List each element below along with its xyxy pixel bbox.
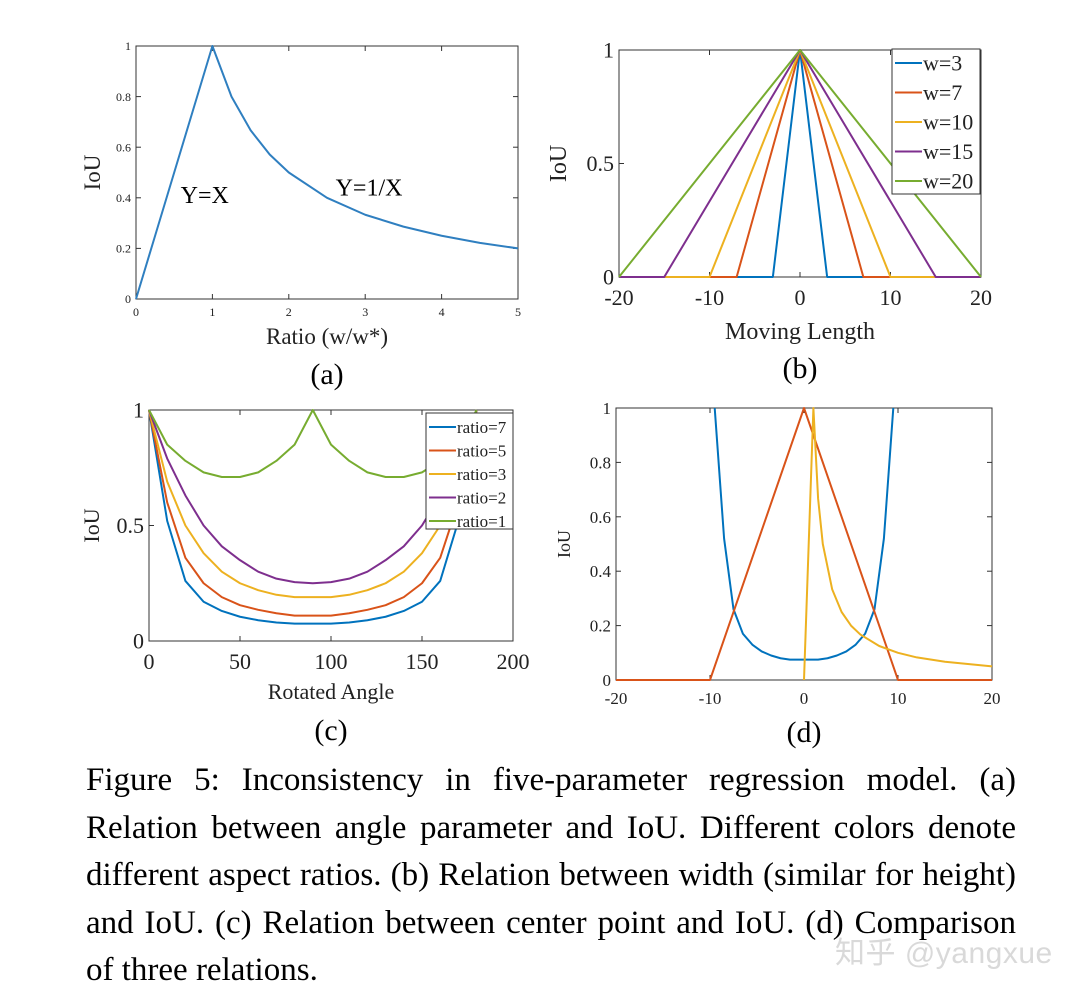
x-tick-label-a: 2: [286, 305, 292, 319]
x-tick-label-c: 150: [406, 649, 439, 674]
x-axis-label-c: Rotated Angle: [268, 679, 394, 704]
series-line-c-ratio-7: [148, 409, 478, 625]
y-tick-label-a: 0: [125, 292, 131, 306]
x-axis-label-b: Moving Length: [725, 319, 875, 345]
annotation-a: Y=1/X: [336, 175, 403, 201]
subfigure-label-b: (b): [783, 352, 818, 385]
y-tick-label-b: 0: [603, 265, 614, 290]
x-tick-label-c: 50: [229, 649, 251, 674]
x-tick-label-c: 200: [497, 649, 530, 674]
subfigure-label-a: (a): [310, 358, 343, 391]
chart-a: 0 1 2 3 4 5 0 0.2 0.4 0.6 0.8 1 Y=X Y=1/X Ratio (w/w*)…: [80, 39, 521, 391]
y-tick-label-a: 0.8: [116, 90, 131, 104]
subfigure-label-d: (d): [787, 716, 822, 749]
x-tick-label-b: 10: [880, 285, 902, 310]
y-tick-label-d: 0: [603, 671, 612, 690]
y-tick-label-c: 0.5: [117, 513, 145, 538]
watermark: 知乎 @yangxue: [835, 937, 1053, 970]
series-line-c-ratio-5: [148, 409, 478, 617]
subfigure-label-c: (c): [314, 714, 347, 747]
x-tick-label-b: -10: [695, 285, 724, 310]
y-axis-label-c: IoU: [79, 508, 104, 542]
series-line-c-ratio-1: [148, 409, 478, 478]
plot-frame-a: [135, 45, 519, 300]
legend-c: ratio=7 ratio=5 ratio=3 ratio=2 ratio=1: [425, 412, 514, 531]
y-tick-label-a: 0.2: [116, 242, 131, 256]
x-tick-label-a: 4: [439, 305, 445, 319]
x-tick-label-a: 1: [209, 305, 215, 319]
series-line-c-ratio-3: [148, 409, 478, 599]
legend-box-c: [425, 412, 514, 530]
y-axis-label-a: IoU: [80, 154, 105, 190]
legend-entry-b: w=7: [923, 80, 962, 105]
series-line-a-iou: [135, 45, 519, 300]
y-axis-label-b: IoU: [546, 145, 572, 182]
x-tick-label-d: 10: [890, 689, 907, 708]
chart-d: -20 -10 0 10 20 0 0.2 0.4 0.6 0.8 1 IoU (d): [554, 399, 1001, 749]
x-tick-label-b: -20: [604, 285, 633, 310]
legend-entry-c: ratio=1: [457, 512, 506, 531]
legend-entry-c: ratio=7: [457, 418, 507, 437]
y-tick-label-d: 0.2: [590, 617, 611, 636]
legend-entry-b: w=20: [923, 169, 973, 194]
legend-entry-c: ratio=2: [457, 488, 506, 507]
y-tick-label-c: 0: [133, 629, 144, 654]
legend-b: w=3 w=7 w=10 w=15 w=20: [891, 48, 981, 195]
y-tick-label-d: 0.4: [590, 562, 612, 581]
y-tick-label-b: 1: [603, 38, 614, 63]
series-line-d-center-point: [616, 407, 992, 681]
x-tick-label-c: 0: [144, 649, 155, 674]
legend-entry-b: w=3: [923, 51, 962, 76]
legend-entry-c: ratio=3: [457, 465, 506, 484]
x-tick-label-a: 3: [362, 305, 368, 319]
series-line-d-width: [803, 407, 993, 681]
x-tick-label-d: -10: [699, 689, 722, 708]
x-tick-label-b: 20: [970, 285, 992, 310]
figure-caption: Figure 5: Inconsistency in five-paramete…: [86, 762, 1016, 988]
x-tick-label-c: 100: [315, 649, 348, 674]
x-tick-label-a: 0: [133, 305, 139, 319]
y-tick-label-c: 1: [133, 398, 144, 423]
chart-c: 0 50 100 150 200 0 0.5 1 Rotated Angle IoU (c) rati…: [79, 398, 530, 747]
legend-entry-b: w=10: [923, 110, 973, 135]
y-tick-label-a: 1: [125, 39, 131, 53]
y-tick-label-d: 0.6: [590, 508, 611, 527]
y-tick-label-d: 0.8: [590, 453, 611, 472]
x-tick-label-d: -20: [605, 689, 628, 708]
legend-entry-c: ratio=5: [457, 441, 506, 460]
y-tick-label-d: 1: [603, 399, 612, 418]
x-tick-label-a: 5: [515, 305, 521, 319]
x-tick-label-d: 0: [800, 689, 809, 708]
legend-entry-b: w=15: [923, 139, 973, 164]
series-line-c-ratio-2: [148, 409, 478, 585]
x-tick-label-b: 0: [795, 285, 806, 310]
x-axis-label-a: Ratio (w/w*): [266, 324, 388, 349]
plot-frame-d: [615, 407, 993, 681]
annotation-a: Y=X: [181, 183, 229, 209]
y-axis-label-d: IoU: [554, 530, 574, 558]
y-tick-label-a: 0.6: [116, 140, 131, 154]
y-tick-label-a: 0.4: [116, 191, 131, 205]
series-line-b-w-20: [618, 49, 982, 278]
y-tick-label-b: 0.5: [587, 151, 615, 176]
x-tick-label-d: 20: [984, 689, 1001, 708]
